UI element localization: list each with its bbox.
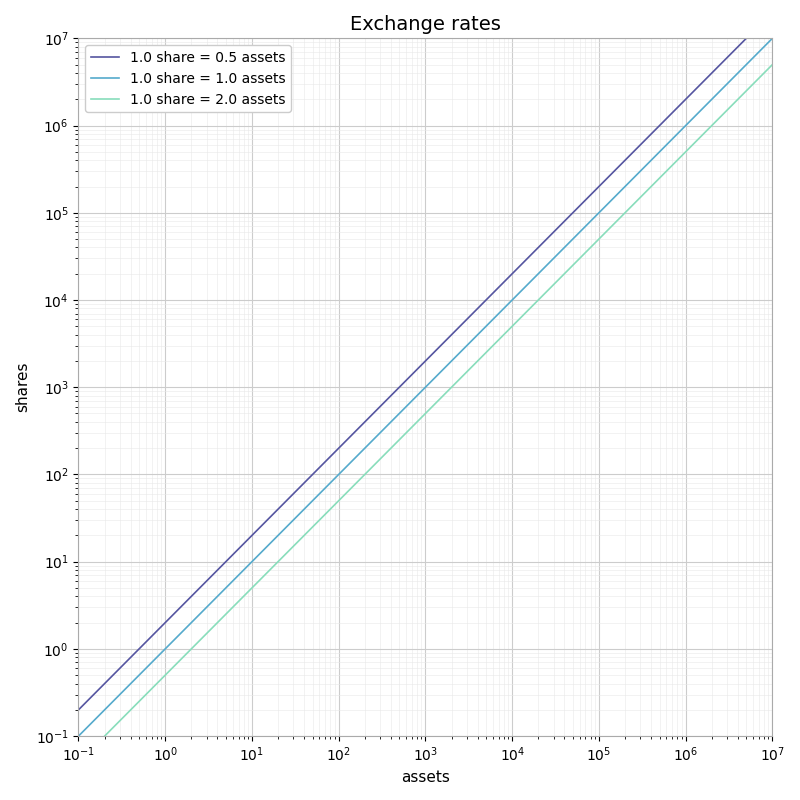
1.0 share = 2.0 assets (620, 208, 630, 218)
1.0 share = 0.5 assets (393, 384, 402, 394)
1.0 share = 1.0 assets (411, 392, 421, 402)
1.0 share = 0.5 assets (747, 27, 757, 37)
Title: Exchange rates: Exchange rates (350, 15, 501, 34)
1.0 share = 2.0 assets (768, 60, 778, 70)
1.0 share = 2.0 assets (411, 418, 421, 428)
1.0 share = 0.5 assets (74, 705, 83, 714)
1.0 share = 0.5 assets (747, 28, 757, 38)
Line: 1.0 share = 0.5 assets: 1.0 share = 0.5 assets (78, 12, 773, 710)
1.0 share = 1.0 assets (620, 182, 630, 191)
Y-axis label: shares: shares (15, 362, 30, 413)
X-axis label: assets: assets (401, 770, 450, 785)
1.0 share = 1.0 assets (747, 54, 757, 63)
1.0 share = 0.5 assets (411, 366, 421, 375)
1.0 share = 1.0 assets (747, 54, 757, 64)
1.0 share = 1.0 assets (768, 34, 778, 43)
1.0 share = 2.0 assets (747, 80, 757, 90)
1.0 share = 2.0 assets (393, 437, 402, 446)
Legend: 1.0 share = 0.5 assets, 1.0 share = 1.0 assets, 1.0 share = 2.0 assets: 1.0 share = 0.5 assets, 1.0 share = 1.0 … (86, 46, 291, 112)
Line: 1.0 share = 1.0 assets: 1.0 share = 1.0 assets (78, 38, 773, 736)
1.0 share = 1.0 assets (74, 731, 83, 741)
1.0 share = 2.0 assets (74, 758, 83, 767)
Line: 1.0 share = 2.0 assets: 1.0 share = 2.0 assets (78, 65, 773, 762)
1.0 share = 2.0 assets (747, 80, 757, 90)
1.0 share = 1.0 assets (109, 696, 118, 706)
1.0 share = 0.5 assets (109, 670, 118, 679)
1.0 share = 0.5 assets (768, 7, 778, 17)
1.0 share = 1.0 assets (393, 410, 402, 420)
1.0 share = 2.0 assets (109, 722, 118, 731)
1.0 share = 0.5 assets (620, 156, 630, 166)
